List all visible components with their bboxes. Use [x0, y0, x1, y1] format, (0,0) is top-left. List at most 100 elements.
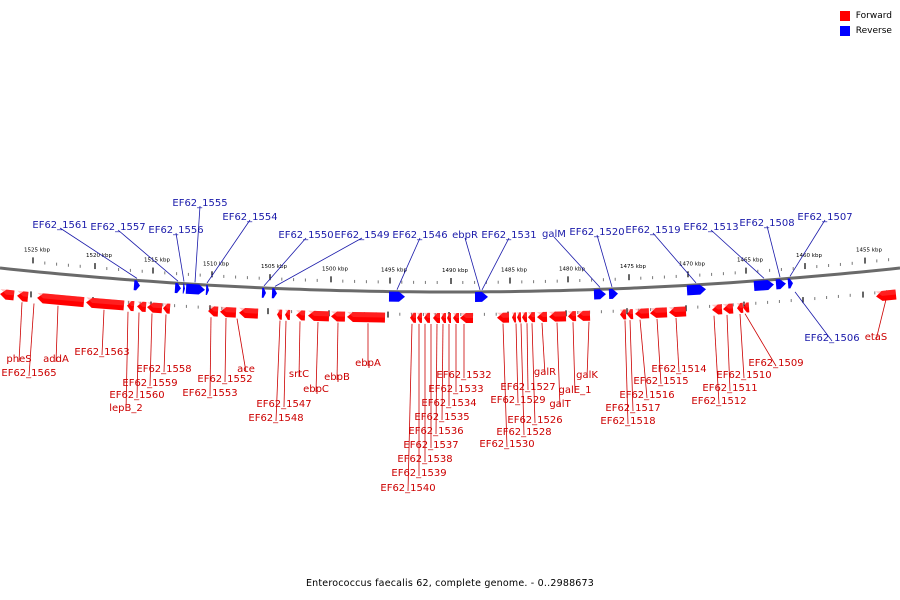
forward-23-gene[interactable] [452, 312, 460, 323]
label-ef62-1514[interactable]: EF62_1514 [651, 317, 707, 375]
label-ef62-1526[interactable]: EF62_1526 [507, 323, 563, 426]
label-galr[interactable]: galR [534, 322, 556, 378]
label-ef62-1536[interactable]: EF62_1536 [408, 323, 464, 437]
label-ef62-1537[interactable]: EF62_1537 [403, 323, 459, 451]
forward-34-gene[interactable] [619, 309, 627, 320]
label-ef62-1560[interactable]: EF62_1560 [109, 312, 165, 401]
forward-11-gene[interactable] [277, 309, 283, 320]
label-galt[interactable]: galT [549, 322, 572, 410]
label-galk[interactable]: galK [576, 321, 598, 381]
forward-39-gene[interactable] [711, 304, 723, 315]
forward-28-gene[interactable] [521, 312, 528, 323]
label-etas[interactable]: etaS [865, 299, 888, 343]
forward-3-gene[interactable] [86, 297, 125, 311]
forward-32-gene[interactable] [567, 311, 577, 322]
reverse-5-gene[interactable] [261, 287, 266, 298]
label-ef62-1518[interactable]: EF62_1518 [600, 320, 656, 427]
forward-29-gene[interactable] [527, 312, 536, 323]
forward-41-gene[interactable] [736, 302, 744, 313]
label-ef62-1538[interactable]: EF62_1538 [397, 323, 453, 465]
label-ef62-1513[interactable]: EF62_1513 [683, 222, 765, 279]
label-adda[interactable]: addA [43, 305, 69, 365]
forward-42-gene[interactable] [742, 302, 750, 313]
label-ef62-1512[interactable]: EF62_1512 [691, 315, 747, 407]
label-ef62-1563[interactable]: EF62_1563 [74, 309, 130, 358]
label-ef62-1529[interactable]: EF62_1529 [490, 323, 546, 406]
forward-2-gene[interactable] [37, 292, 85, 308]
label-ef62-1561[interactable]: EF62_1561 [32, 220, 138, 279]
forward-6-gene[interactable] [147, 302, 163, 314]
forward-30-gene[interactable] [536, 311, 548, 322]
label-ef62-1510[interactable]: EF62_1510 [716, 314, 772, 381]
label-ef62-1555[interactable]: EF62_1555 [172, 198, 228, 283]
forward-5-gene[interactable] [137, 301, 147, 313]
reverse-12-gene[interactable] [753, 280, 775, 292]
label-ef62-1546[interactable]: EF62_1546 [392, 230, 448, 290]
label-ef62-1535[interactable]: EF62_1535 [414, 323, 470, 423]
label-ef62-1531[interactable]: EF62_1531 [481, 230, 537, 291]
label-ebpa[interactable]: ebpA [355, 323, 381, 369]
forward-8-gene[interactable] [208, 306, 219, 317]
label-ebpb[interactable]: ebpB [324, 322, 350, 383]
forward-40-gene[interactable] [722, 303, 734, 314]
forward-9-gene[interactable] [220, 306, 237, 318]
reverse-11-gene[interactable] [686, 284, 707, 296]
label-ef62-1511[interactable]: EF62_1511 [702, 314, 758, 394]
forward-33-gene[interactable] [576, 310, 591, 321]
forward-0-gene[interactable] [0, 288, 15, 301]
label-ef62-1507[interactable]: EF62_1507 [789, 212, 853, 277]
label-ace[interactable]: ace [236, 318, 255, 375]
label-ef62-1558[interactable]: EF62_1558 [136, 314, 192, 375]
label-ef62-1515[interactable]: EF62_1515 [633, 318, 689, 387]
forward-14-gene[interactable] [308, 310, 330, 322]
forward-20-gene[interactable] [433, 312, 441, 324]
label-ef62-1547[interactable]: EF62_1547 [256, 320, 312, 410]
label-ef62-1565[interactable]: EF62_1565 [1, 303, 57, 379]
reverse-0-gene[interactable] [133, 280, 141, 291]
label-ef62-1557[interactable]: EF62_1557 [90, 222, 179, 282]
forward-22-gene[interactable] [447, 312, 452, 324]
forward-12-gene[interactable] [285, 309, 291, 320]
forward-17-gene[interactable] [410, 312, 417, 323]
label-phes[interactable]: pheS [6, 302, 32, 365]
label-ef62-1552[interactable]: EF62_1552 [197, 318, 253, 385]
reverse-9-gene[interactable] [593, 289, 606, 300]
label-srtc[interactable]: srtC [289, 321, 309, 380]
label-ef62-1516[interactable]: EF62_1516 [619, 319, 675, 401]
label-ef62-1530[interactable]: EF62_1530 [479, 323, 535, 450]
forward-15-gene[interactable] [331, 311, 346, 322]
label-ef62-1533[interactable]: EF62_1533 [428, 323, 484, 395]
reverse-4-gene[interactable] [205, 284, 210, 295]
label-ef62-1550[interactable]: EF62_1550 [263, 230, 334, 287]
forward-25-gene[interactable] [496, 312, 510, 323]
reverse-1-gene[interactable] [174, 283, 182, 294]
forward-7-gene[interactable] [163, 303, 171, 314]
label-ef62-1534[interactable]: EF62_1534 [421, 323, 477, 409]
reverse-14-gene[interactable] [787, 278, 794, 289]
label-ef62-1559[interactable]: EF62_1559 [122, 313, 178, 389]
reverse-8-gene[interactable] [474, 291, 488, 302]
forward-36-gene[interactable] [634, 308, 650, 319]
label-ef62-1508[interactable]: EF62_1508 [739, 218, 795, 278]
reverse-2-gene[interactable] [182, 283, 186, 294]
label-ef62-1517[interactable]: EF62_1517 [605, 320, 661, 414]
label-gale-1[interactable]: galE_1 [559, 322, 592, 396]
forward-26-gene[interactable] [511, 312, 517, 323]
forward-18-gene[interactable] [417, 312, 423, 323]
forward-13-gene[interactable] [296, 310, 306, 321]
forward-16-gene[interactable] [347, 311, 386, 323]
label-ef62-1554[interactable]: EF62_1554 [206, 212, 278, 284]
forward-31-gene[interactable] [548, 311, 567, 322]
label-ef62-1549[interactable]: EF62_1549 [274, 230, 390, 287]
label-ef62-1553[interactable]: EF62_1553 [182, 317, 238, 399]
label-ef62-1519[interactable]: EF62_1519 [625, 225, 697, 284]
label-ef62-1506[interactable]: EF62_1506 [794, 291, 860, 344]
forward-19-gene[interactable] [424, 312, 431, 323]
forward-43-gene[interactable] [875, 289, 897, 301]
forward-38-gene[interactable] [668, 306, 687, 318]
forward-4-gene[interactable] [127, 300, 135, 312]
reverse-6-gene[interactable] [271, 288, 277, 299]
label-ef62-1556[interactable]: EF62_1556 [148, 225, 204, 282]
label-ef62-1520[interactable]: EF62_1520 [569, 227, 625, 288]
label-ef62-1527[interactable]: EF62_1527 [500, 323, 556, 393]
